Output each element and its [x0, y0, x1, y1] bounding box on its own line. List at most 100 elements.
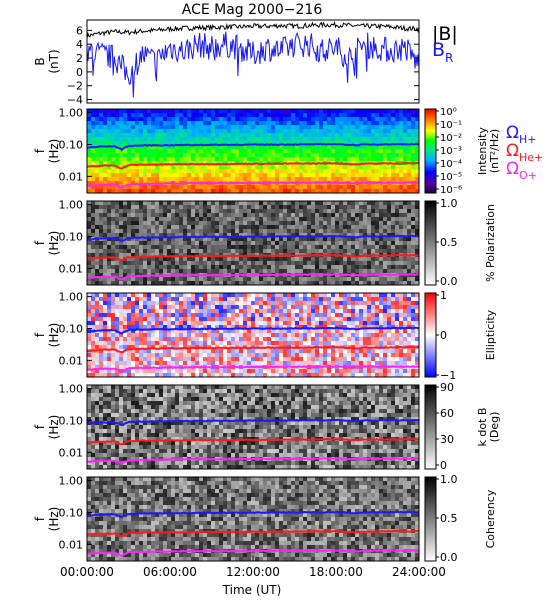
y-tick-label: 4	[76, 38, 83, 51]
spectrogram-cell	[375, 149, 380, 154]
spectrogram-cell	[219, 217, 224, 222]
spectrogram-cell	[223, 229, 228, 234]
spectrogram-cell	[375, 177, 380, 182]
spectrogram-cell	[151, 257, 156, 262]
spectrogram-cell	[207, 161, 212, 166]
spectrogram-cell	[195, 169, 200, 174]
spectrogram-cell	[135, 257, 140, 262]
spectrogram-cell	[251, 313, 256, 318]
spectrogram-cell	[291, 261, 296, 266]
spectrogram-cell	[235, 281, 240, 286]
spectrogram-cell	[323, 117, 328, 122]
spectrogram-cell	[299, 137, 304, 142]
spectrogram-cell	[243, 317, 248, 322]
spectrogram-cell	[243, 229, 248, 234]
spectrogram-cell	[183, 141, 188, 146]
spectrogram-cell	[287, 201, 292, 206]
spectrogram-cell	[187, 257, 192, 262]
spectrogram-cell	[395, 237, 400, 242]
spectrogram-cell	[103, 305, 108, 310]
spectrogram-cell	[351, 149, 356, 154]
spectrogram-cell	[395, 249, 400, 254]
spectrogram-cell	[263, 237, 268, 242]
spectrogram-cell	[351, 325, 356, 330]
spectrogram-cell	[403, 153, 408, 158]
spectrogram-cell	[307, 261, 312, 266]
spectrogram-cell	[151, 249, 156, 254]
spectrogram-cell	[127, 257, 132, 262]
spectrogram-cell	[331, 329, 336, 334]
spectrogram-cell	[403, 265, 408, 270]
spectrogram-cell	[343, 229, 348, 234]
spectrogram-cell	[303, 217, 308, 222]
spectrogram-cell	[351, 173, 356, 178]
spectrogram-cell	[175, 141, 180, 146]
spectrogram-cell	[111, 269, 116, 274]
spectrogram-cell	[127, 357, 132, 362]
spectrogram-cell	[131, 133, 136, 138]
spectrogram-cell	[339, 269, 344, 274]
spectrogram-cell	[319, 209, 324, 214]
spectrogram-cell	[271, 177, 276, 182]
spectrogram-cell	[215, 297, 220, 302]
spectrogram-cell	[99, 169, 104, 174]
spectrogram-cell	[159, 245, 164, 250]
spectrogram-cell	[355, 209, 360, 214]
spectrogram-cell	[215, 125, 220, 130]
spectrogram-cell	[371, 213, 376, 218]
spectrogram-cell	[211, 277, 216, 282]
spectrogram-cell	[215, 165, 220, 170]
spectrogram-cell	[231, 325, 236, 330]
spectrogram-cell	[323, 213, 328, 218]
spectrogram-cell	[147, 253, 152, 258]
spectrogram-cell	[207, 213, 212, 218]
spectrogram-cell	[291, 133, 296, 138]
spectrogram-cell	[143, 357, 148, 362]
spectrogram-cell	[279, 157, 284, 162]
spectrogram-cell	[191, 353, 196, 358]
spectrogram-cell	[111, 173, 116, 178]
spectrogram-cell	[247, 361, 252, 366]
spectrogram-cell	[207, 189, 212, 194]
spectrogram-cell	[283, 317, 288, 322]
spectrogram-cell	[331, 157, 336, 162]
spectrogram-cell	[159, 253, 164, 258]
spectrogram-cell	[215, 241, 220, 246]
spectrogram-cell	[87, 253, 92, 258]
spectrogram-cell	[143, 117, 148, 122]
spectrogram-cell	[319, 265, 324, 270]
spectrogram-cell	[383, 229, 388, 234]
spectrogram-cell	[91, 373, 96, 378]
spectrogram-cell	[135, 313, 140, 318]
spectrogram-cell	[287, 229, 292, 234]
spectrogram-cell	[343, 317, 348, 322]
spectrogram-cell	[403, 133, 408, 138]
spectrogram-cell	[367, 125, 372, 130]
spectrogram-cell	[239, 133, 244, 138]
spectrogram-cell	[375, 205, 380, 210]
spectrogram-cell	[371, 233, 376, 238]
spectrogram-cell	[347, 213, 352, 218]
spectrogram-cell	[179, 265, 184, 270]
spectrogram-cell	[139, 349, 144, 354]
spectrogram-cell	[371, 173, 376, 178]
spectrogram-cell	[403, 113, 408, 118]
spectrogram-cell	[379, 137, 384, 142]
spectrogram-cell	[399, 213, 404, 218]
spectrogram-cell	[215, 153, 220, 158]
spectrogram-cell	[87, 345, 92, 350]
spectrogram-cell	[127, 337, 132, 342]
spectrogram-cell	[271, 309, 276, 314]
spectrogram-cell	[87, 297, 92, 302]
spectrogram-cell	[375, 277, 380, 282]
spectrogram-cell	[331, 317, 336, 322]
spectrogram-cell	[151, 305, 156, 310]
y-tick-label: −4	[67, 94, 83, 107]
spectrogram-cell	[351, 133, 356, 138]
spectrogram-cell	[135, 245, 140, 250]
spectrogram-cell	[387, 209, 392, 214]
spectrogram-cell	[123, 169, 128, 174]
spectrogram-cell	[191, 245, 196, 250]
spectrogram-cell	[351, 177, 356, 182]
spectrogram-cell	[279, 165, 284, 170]
